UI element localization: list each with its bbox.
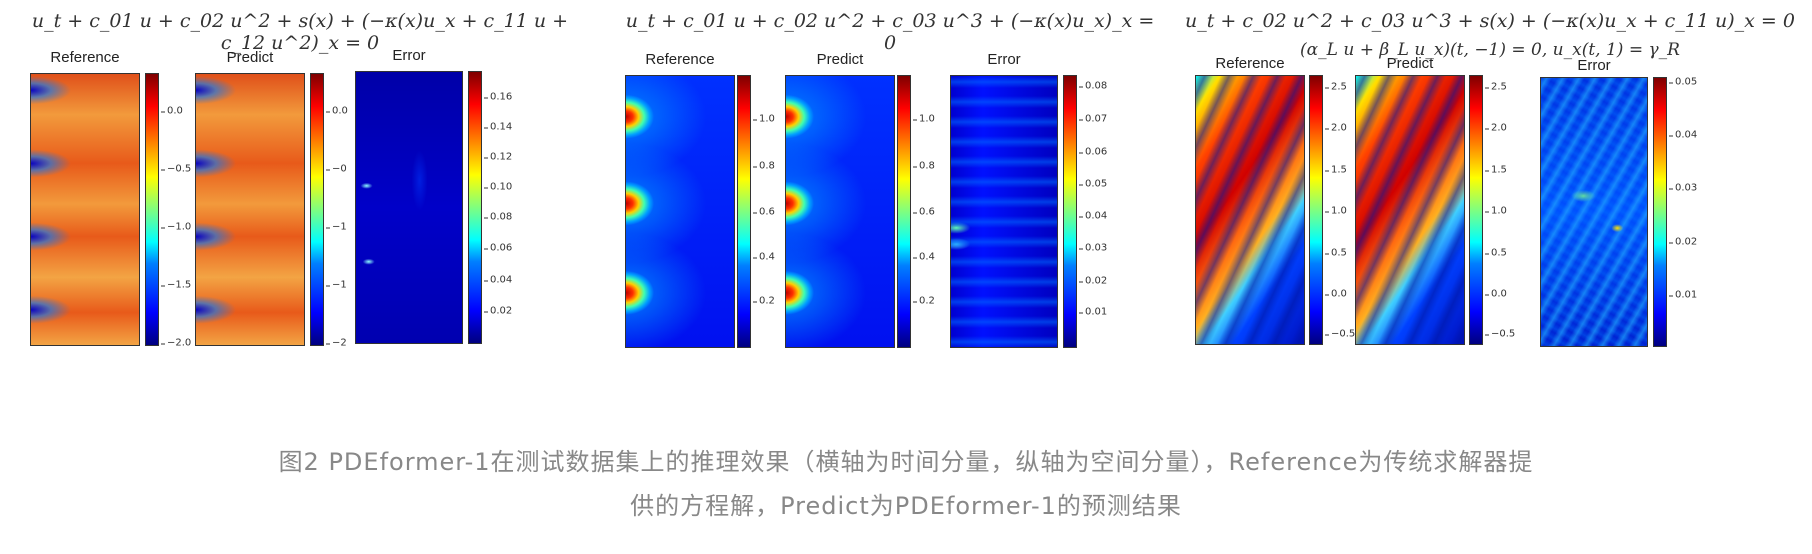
equation-1: u_t + c_01 u + c_02 u^2 + s(x) + (−κ(x)u… bbox=[31, 10, 569, 54]
equation-2: u_t + c_01 u + c_02 u^2 + c_03 u^3 + (−κ… bbox=[625, 10, 1155, 54]
tick-label: 0.4 bbox=[913, 251, 935, 263]
tick-label: 0.08 bbox=[483, 211, 513, 223]
tick-label: −1 bbox=[326, 221, 347, 233]
tick-label: 0.8 bbox=[913, 160, 935, 172]
tick-label: 0.04 bbox=[1668, 129, 1698, 141]
tick-label: 0.02 bbox=[1078, 275, 1108, 287]
tick-label: 0.0 bbox=[161, 105, 183, 117]
tick-label: −0 bbox=[326, 163, 347, 175]
tick-label: 0.04 bbox=[483, 274, 513, 286]
tick-label: 0.5 bbox=[1325, 247, 1347, 259]
tick-label: 2.5 bbox=[1325, 81, 1347, 93]
tick-label: 2.5 bbox=[1485, 81, 1507, 93]
tick-label: −2 bbox=[326, 337, 347, 349]
field-heatmap bbox=[30, 73, 140, 346]
tick-label: 2.0 bbox=[1485, 122, 1507, 134]
tick-label: 0.06 bbox=[483, 242, 513, 254]
figure-group-1: u_t + c_01 u + c_02 u^2 + s(x) + (−κ(x)u… bbox=[20, 0, 580, 420]
tick-label: 0.03 bbox=[1668, 182, 1698, 194]
tick-label: 1.5 bbox=[1325, 164, 1347, 176]
tick-label: 0.01 bbox=[1668, 289, 1698, 301]
field-heatmap bbox=[195, 73, 305, 346]
tick-label: −1 bbox=[326, 279, 347, 291]
colorbar bbox=[1309, 75, 1323, 345]
plot-title: Error bbox=[1577, 57, 1611, 74]
tick-label: 0.05 bbox=[1668, 76, 1698, 88]
tick-label: 0.0 bbox=[326, 105, 348, 117]
colorbar bbox=[1469, 75, 1483, 345]
plot-title: Predict bbox=[226, 49, 274, 66]
figure-group-2: u_t + c_01 u + c_02 u^2 + c_03 u^3 + (−κ… bbox=[620, 0, 1160, 420]
field-heatmap bbox=[950, 75, 1058, 348]
plot-title: Reference bbox=[1215, 55, 1285, 72]
tick-label: 0.2 bbox=[913, 295, 935, 307]
field-heatmap bbox=[1355, 75, 1465, 345]
tick-label: 1.0 bbox=[1485, 205, 1507, 217]
tick-label: −1.0 bbox=[160, 221, 192, 233]
colorbar bbox=[1063, 75, 1077, 348]
tick-label: −0.5 bbox=[1324, 328, 1356, 340]
tick-label: 0.03 bbox=[1078, 242, 1108, 254]
tick-label: 0.6 bbox=[913, 206, 935, 218]
tick-label: −1.5 bbox=[160, 279, 192, 291]
colorbar bbox=[1653, 77, 1667, 347]
plot-title: Error bbox=[392, 47, 426, 64]
caption-line-2: 供的方程解，Predict为PDEformer-1的预测结果 bbox=[630, 492, 1182, 520]
tick-label: 0.05 bbox=[1078, 178, 1108, 190]
tick-label: 1.0 bbox=[753, 113, 775, 125]
tick-label: 0.4 bbox=[753, 251, 775, 263]
tick-label: −2.0 bbox=[160, 337, 192, 349]
tick-label: 1.0 bbox=[1325, 205, 1347, 217]
tick-label: 0.10 bbox=[483, 181, 513, 193]
plot-title: Predict bbox=[1386, 55, 1434, 72]
colorbar bbox=[468, 71, 482, 344]
tick-label: 0.5 bbox=[1485, 247, 1507, 259]
tick-label: −0.5 bbox=[1484, 328, 1516, 340]
field-heatmap bbox=[355, 71, 463, 344]
tick-label: 0.6 bbox=[753, 206, 775, 218]
field-heatmap bbox=[785, 75, 895, 348]
tick-label: 1.5 bbox=[1485, 164, 1507, 176]
tick-label: 0.02 bbox=[1668, 236, 1698, 248]
colorbar bbox=[897, 75, 911, 348]
tick-label: 0.14 bbox=[483, 121, 513, 133]
tick-label: 0.16 bbox=[483, 91, 513, 103]
colorbar bbox=[310, 73, 324, 346]
tick-label: 0.0 bbox=[1485, 288, 1507, 300]
tick-label: 1.0 bbox=[913, 113, 935, 125]
plot-title: Reference bbox=[645, 51, 715, 68]
plot-title: Error bbox=[987, 51, 1021, 68]
field-heatmap bbox=[625, 75, 735, 348]
tick-label: −0.5 bbox=[160, 163, 192, 175]
boundary-condition-3: (α_L u + β_L u_x)(t, −1) = 0, u_x(t, 1) … bbox=[1300, 40, 1680, 60]
plot-title: Predict bbox=[816, 51, 864, 68]
plot-title: Reference bbox=[50, 49, 120, 66]
tick-label: 0.04 bbox=[1078, 210, 1108, 222]
tick-label: 2.0 bbox=[1325, 122, 1347, 134]
tick-label: 0.0 bbox=[1325, 288, 1347, 300]
tick-label: 0.06 bbox=[1078, 146, 1108, 158]
tick-label: 0.07 bbox=[1078, 113, 1108, 125]
tick-label: 0.8 bbox=[753, 160, 775, 172]
colorbar bbox=[145, 73, 159, 346]
tick-label: 0.01 bbox=[1078, 306, 1108, 318]
colorbar bbox=[737, 75, 751, 348]
equation-3: u_t + c_02 u^2 + c_03 u^3 + s(x) + (−κ(x… bbox=[1185, 10, 1795, 32]
caption-line-1: 图2 PDEformer-1在测试数据集上的推理效果（横轴为时间分量，纵轴为空间… bbox=[278, 448, 1534, 476]
tick-label: 0.12 bbox=[483, 151, 513, 163]
figure-caption: 图2 PDEformer-1在测试数据集上的推理效果（横轴为时间分量，纵轴为空间… bbox=[0, 440, 1812, 528]
tick-label: 0.02 bbox=[483, 305, 513, 317]
field-heatmap bbox=[1195, 75, 1305, 345]
tick-label: 0.2 bbox=[753, 295, 775, 307]
tick-label: 0.08 bbox=[1078, 80, 1108, 92]
field-heatmap bbox=[1540, 77, 1648, 347]
figure-group-3: u_t + c_02 u^2 + c_03 u^3 + s(x) + (−κ(x… bbox=[1180, 0, 1800, 420]
